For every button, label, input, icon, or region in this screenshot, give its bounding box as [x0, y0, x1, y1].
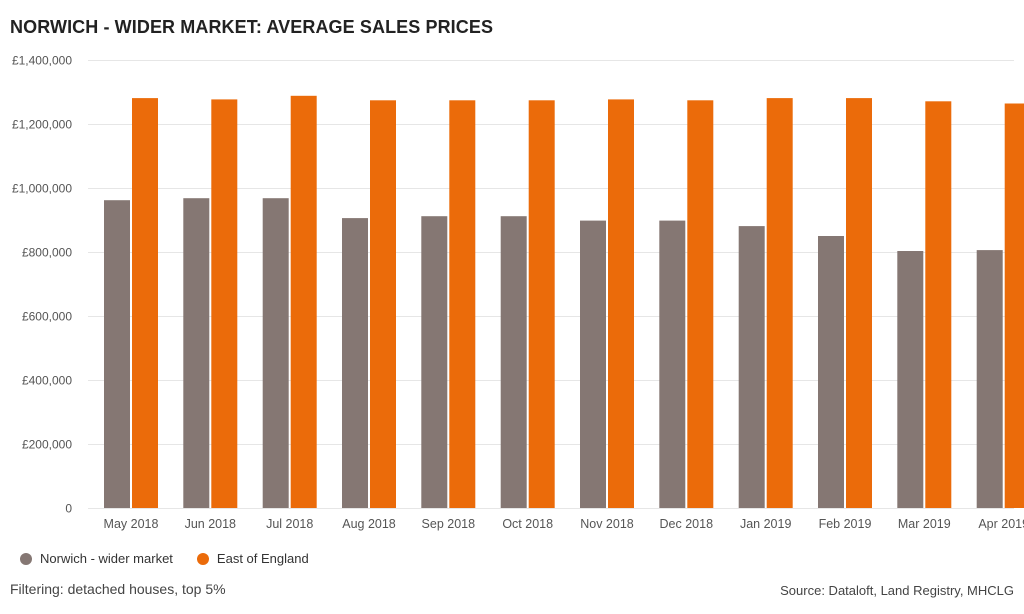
y-tick-label: £1,200,000	[12, 118, 72, 132]
x-tick-label: Feb 2019	[819, 517, 872, 531]
x-tick-label: Aug 2018	[342, 517, 396, 531]
filter-note: Filtering: detached houses, top 5%	[10, 581, 226, 597]
y-tick-label: £1,400,000	[12, 54, 72, 68]
bar-norwich[interactable]	[500, 216, 527, 508]
bar-east-of-england[interactable]	[608, 99, 634, 509]
legend-label: Norwich - wider market	[40, 551, 173, 566]
bar-east-of-england[interactable]	[290, 95, 317, 509]
legend-swatch-circle-icon	[20, 552, 32, 565]
bar-east-of-england[interactable]	[449, 100, 476, 509]
x-tick-label: Apr 2019	[978, 517, 1024, 531]
y-axis-tick-labels: 0 £200,000 £400,000 £600,000 £800,000 £1,000,…	[12, 54, 72, 516]
bar-norwich[interactable]	[183, 198, 210, 508]
bar-norwich[interactable]	[342, 218, 368, 508]
y-tick-label: £1,000,000	[12, 182, 72, 196]
y-tick-label: £200,000	[22, 438, 72, 452]
bar-east-of-england[interactable]	[211, 99, 238, 509]
x-tick-label: Jan 2019	[740, 517, 791, 531]
bar-chart: 0 £200,000 £400,000 £600,000 £800,000 £1,000,…	[12, 54, 1024, 531]
legend-item-series-2[interactable]: East of England	[196, 551, 309, 566]
bar-east-of-england[interactable]	[528, 100, 555, 509]
bar-norwich[interactable]	[738, 226, 765, 508]
bar-norwich[interactable]	[104, 200, 130, 508]
x-tick-label: Nov 2018	[580, 517, 634, 531]
legend-item-series-1[interactable]: Norwich - wider market	[20, 551, 173, 566]
bar-norwich[interactable]	[580, 220, 606, 508]
bar-east-of-england[interactable]	[132, 98, 158, 508]
y-tick-label: £400,000	[22, 374, 72, 388]
legend: Norwich - wider market East of England	[20, 551, 333, 566]
x-axis-tick-labels: May 2018 Jun 2018 Jul 2018 Aug 2018 Sep 2018…	[104, 517, 1024, 531]
bar-east-of-england[interactable]	[1004, 103, 1024, 509]
bar-norwich[interactable]	[659, 220, 686, 508]
bar-east-of-england[interactable]	[925, 101, 952, 509]
bar-east-of-england[interactable]	[846, 98, 872, 508]
bar-norwich[interactable]	[897, 251, 924, 508]
x-tick-label: Jul 2018	[266, 517, 313, 531]
bar-east-of-england[interactable]	[687, 100, 714, 509]
bar-east-of-england[interactable]	[766, 98, 793, 508]
x-tick-label: May 2018	[104, 517, 159, 531]
bar-norwich[interactable]	[976, 250, 1003, 508]
bar-norwich[interactable]	[262, 198, 289, 508]
bars	[104, 95, 1024, 509]
x-tick-label: Sep 2018	[422, 517, 476, 531]
y-tick-label: £600,000	[22, 310, 72, 324]
x-tick-label: Mar 2019	[898, 517, 951, 531]
bar-norwich[interactable]	[818, 236, 844, 508]
x-tick-label: Dec 2018	[660, 517, 714, 531]
x-tick-label: Jun 2018	[185, 517, 236, 531]
chart-title: NORWICH - WIDER MARKET: AVERAGE SALES PR…	[10, 17, 494, 37]
bar-norwich[interactable]	[421, 216, 448, 508]
x-tick-label: Oct 2018	[502, 517, 553, 531]
bar-east-of-england[interactable]	[370, 100, 396, 509]
source-note: Source: Dataloft, Land Registry, MHCLG	[780, 583, 1014, 598]
y-tick-label: 0	[65, 502, 72, 516]
legend-swatch-circle-icon	[196, 552, 209, 565]
legend-label: East of England	[216, 551, 309, 566]
y-tick-label: £800,000	[22, 246, 72, 260]
